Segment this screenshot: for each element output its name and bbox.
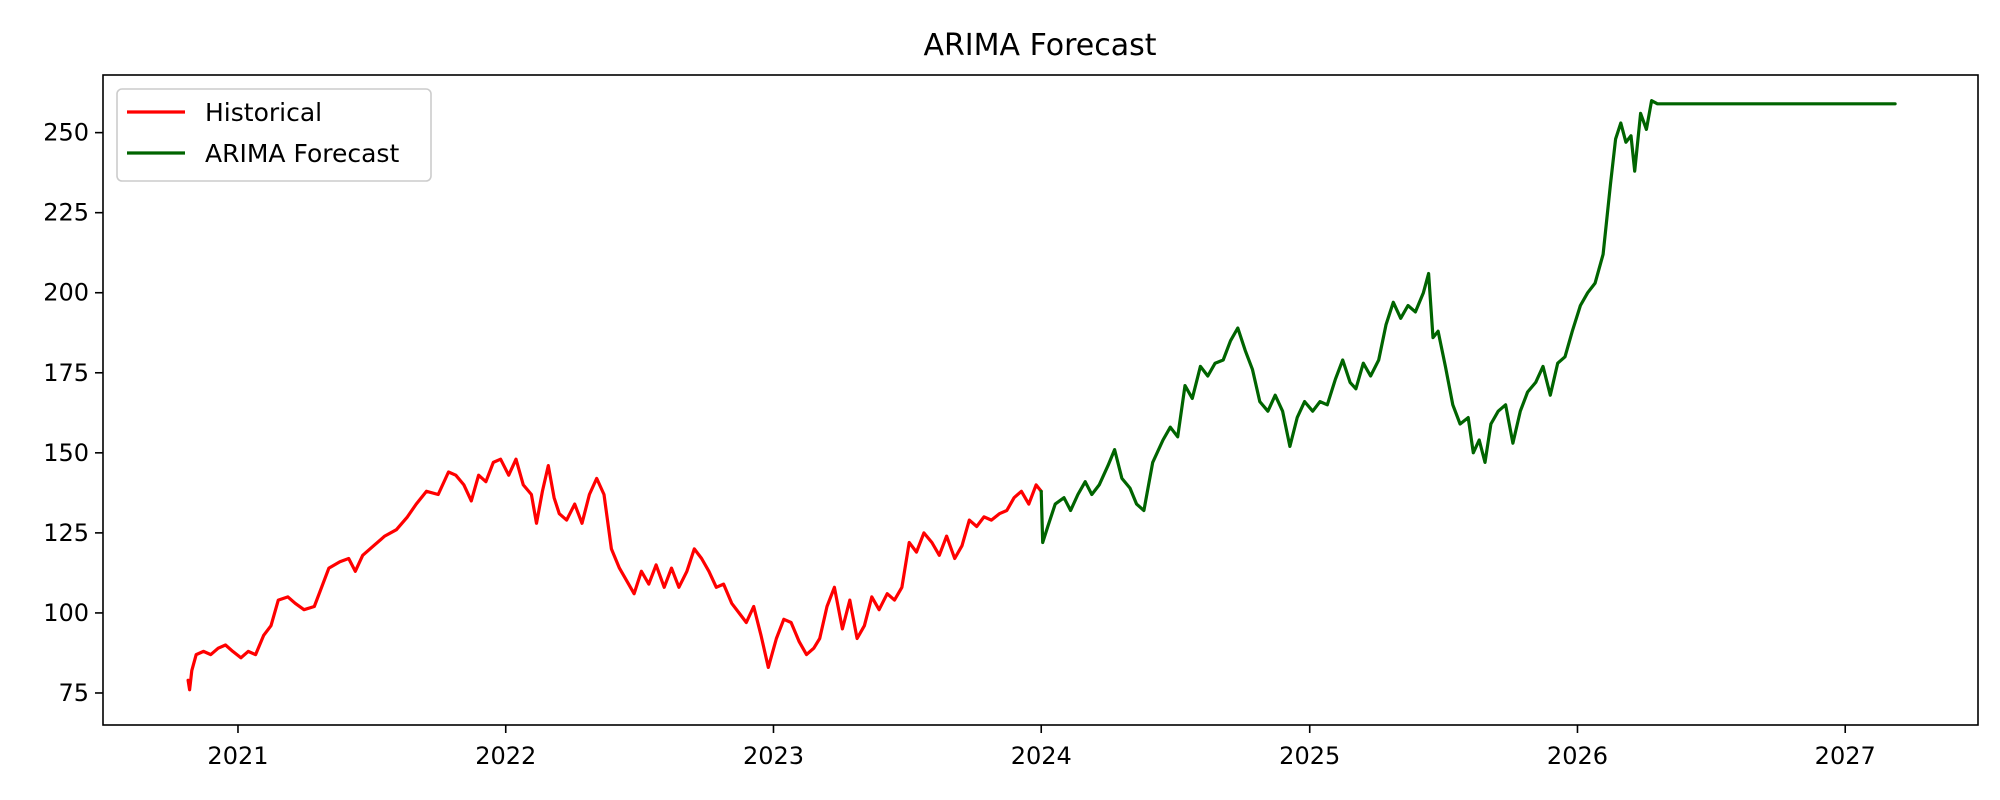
x-tick-label: 2023	[743, 742, 804, 770]
x-tick-label: 2021	[207, 742, 268, 770]
legend-label: Historical	[205, 98, 322, 127]
y-tick-label: 75	[58, 679, 89, 707]
series-line-arima-forecast	[1039, 99, 1897, 545]
y-tick-label: 175	[43, 359, 89, 387]
y-tick-label: 125	[43, 519, 89, 547]
chart-title: ARIMA Forecast	[923, 28, 1156, 63]
y-tick-label: 100	[43, 599, 89, 627]
x-tick-label: 2022	[475, 742, 536, 770]
x-tick-label: 2024	[1011, 742, 1072, 770]
y-tick-label: 150	[43, 439, 89, 467]
x-tick-label: 2026	[1547, 742, 1608, 770]
y-tick-label: 225	[43, 199, 89, 227]
y-tick-label: 250	[43, 119, 89, 147]
x-tick-label: 2027	[1815, 742, 1876, 770]
series-line-historical	[186, 457, 1043, 692]
y-tick-label: 200	[43, 279, 89, 307]
x-tick-label: 2025	[1279, 742, 1340, 770]
legend-box	[116, 88, 432, 182]
legend-label: ARIMA Forecast	[205, 139, 399, 168]
